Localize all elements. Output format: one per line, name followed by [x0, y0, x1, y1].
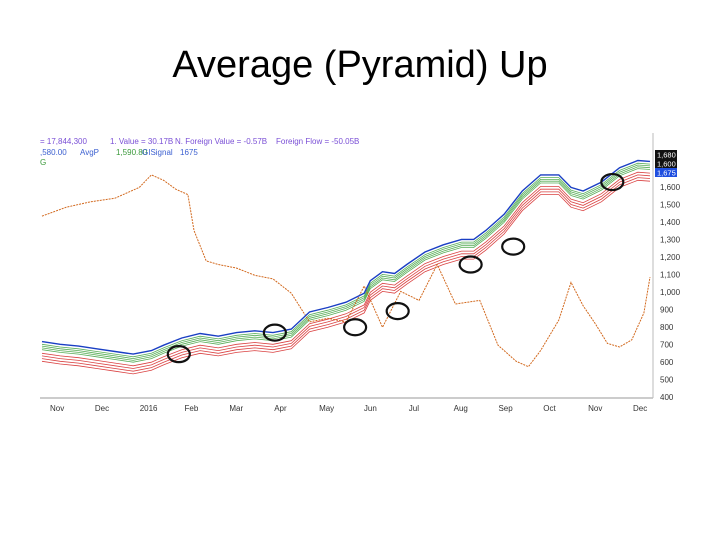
y-tick-label: 600	[660, 358, 674, 367]
y-tick-label: 700	[660, 341, 674, 350]
entry-circle	[458, 255, 483, 274]
entry-circle	[343, 318, 368, 337]
legend-label: AvgP	[80, 148, 99, 157]
entry-circle	[166, 345, 191, 364]
long-moving-averages	[41, 171, 651, 375]
x-tick-label: Mar	[229, 404, 243, 413]
legend-label: G	[40, 158, 46, 167]
short-ma-line	[41, 164, 651, 360]
chart-background	[38, 128, 688, 416]
x-tick-label: Aug	[454, 404, 468, 413]
short-ma-line	[41, 162, 651, 358]
x-tick-label: 2016	[140, 404, 158, 413]
y-tick-label: 1,600	[660, 183, 681, 192]
x-tick-label: Dec	[633, 404, 647, 413]
entry-circle	[501, 237, 526, 256]
y-tick-label: 1,200	[660, 253, 681, 262]
legend-label: GISignal	[142, 148, 173, 157]
x-tick-label: Dec	[95, 404, 109, 413]
long-ma-line	[41, 171, 651, 367]
y-tick-label: 1,300	[660, 236, 681, 245]
price-badge-label: 1,680	[657, 151, 676, 160]
stock-chart: = 17,844,300 1. Value = 30.17B N. Foreig…	[38, 128, 688, 416]
legend-label: 1675	[180, 148, 198, 157]
y-tick-label: 500	[660, 376, 674, 385]
price-badge-box	[655, 159, 677, 168]
x-tick-label: Sep	[498, 404, 513, 413]
y-tick-label: 1,000	[660, 288, 681, 297]
price-badge-box	[655, 150, 677, 159]
y-tick-label: 1,400	[660, 218, 681, 227]
entry-circles	[166, 172, 625, 364]
x-tick-label: Feb	[185, 404, 199, 413]
y-tick-label: 1,500	[660, 201, 681, 210]
x-tick-label: Oct	[543, 404, 556, 413]
legend-label: 1. Value = 30.17B	[110, 137, 173, 146]
long-ma-line	[41, 177, 651, 372]
long-ma-line	[41, 174, 651, 369]
x-tick-label: May	[319, 404, 334, 413]
x-tick-label: Jun	[364, 404, 377, 413]
y-tick-labels: 1,600 1,500 1,400 1,300 1,200 1,100 1,000 900 80…	[660, 183, 681, 402]
legend-label: 1,590.80	[116, 148, 148, 157]
x-tick-label: Nov	[50, 404, 64, 413]
legend-label: Foreign Flow = -50.05B	[276, 137, 359, 146]
price-badge-box	[655, 168, 677, 177]
x-tick-label: Jul	[409, 404, 419, 413]
y-tick-label: 900	[660, 306, 674, 315]
price-badge-label: 1,600	[657, 160, 676, 169]
y-tick-label: 1,100	[660, 271, 681, 280]
y-tick-label: 800	[660, 323, 674, 332]
x-tick-label: Apr	[274, 404, 287, 413]
slide-title: Average (Pyramid) Up	[172, 44, 548, 86]
short-ma-line	[41, 168, 651, 363]
y-tick-label: 400	[660, 393, 674, 402]
price-badge-label: 1,675	[657, 169, 676, 178]
legend-label: = 17,844,300	[40, 137, 87, 146]
chart-svg: = 17,844,300 1. Value = 30.17B N. Foreig…	[38, 128, 688, 416]
foreign-flow-line	[41, 174, 651, 368]
entry-circle	[262, 323, 287, 342]
x-tick-labels: Nov Dec 2016 Feb Mar Apr May Jun Jul Aug Sep Oct Nov…	[50, 404, 647, 413]
legend-label: ,580.00	[40, 148, 67, 157]
long-ma-line	[41, 179, 651, 375]
entry-circle	[385, 302, 410, 321]
entry-circle	[600, 172, 625, 192]
legend-label: N. Foreign Value = -0.57B	[175, 137, 267, 146]
x-tick-label: Nov	[588, 404, 602, 413]
price-line	[41, 159, 651, 355]
